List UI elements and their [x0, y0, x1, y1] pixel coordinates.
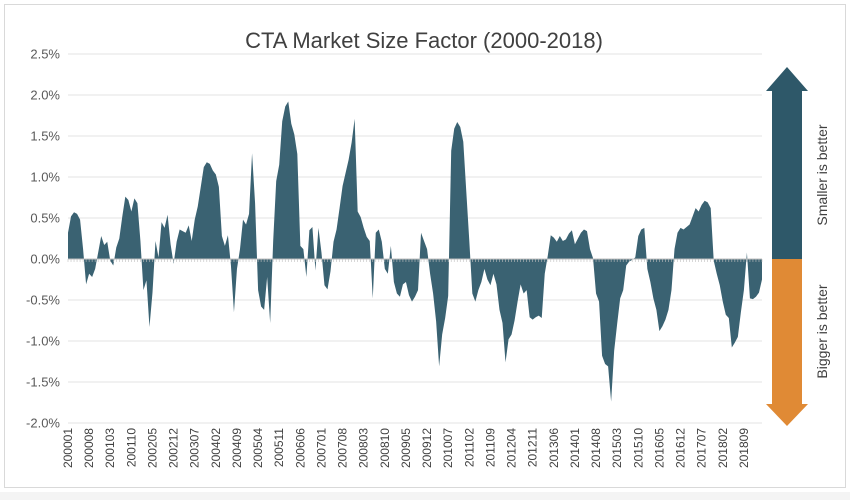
x-tick-label: 200708: [336, 428, 350, 468]
x-tick-label: 201510: [631, 428, 645, 468]
series-area: [68, 101, 762, 402]
x-tick-label: 200905: [399, 428, 413, 468]
gridlines: [68, 53, 762, 424]
x-tick-label: 200212: [167, 428, 181, 468]
x-tick-label: 200402: [209, 428, 223, 468]
footer-strip: [0, 492, 850, 500]
y-tick-label: -2.0%: [26, 416, 60, 431]
x-tick-label: 200810: [378, 428, 392, 468]
x-tick-label: 200001: [61, 428, 75, 468]
y-tick-label: 2.0%: [30, 88, 60, 103]
y-tick-label: -0.5%: [26, 293, 60, 308]
y-tick-label: -1.5%: [26, 375, 60, 390]
chart-area: CTA Market Size Factor (2000-2018) 2.5%2…: [26, 28, 830, 468]
x-tick-label: 200110: [124, 428, 138, 467]
x-tick-label: 201109: [483, 428, 497, 467]
down-arrow-icon: [766, 259, 808, 426]
y-tick-label: 2.5%: [30, 47, 60, 62]
x-tick-label: 200912: [420, 428, 434, 468]
x-axis-ticks: 200001 200008 200103 200110 200205 200212 2003…: [61, 428, 751, 468]
y-tick-label: 0.5%: [30, 211, 60, 226]
x-tick-label: 201306: [547, 428, 561, 468]
x-tick-label: 201612: [674, 428, 688, 468]
x-tick-label: 200803: [357, 428, 371, 468]
x-tick-label: 201102: [462, 428, 476, 467]
y-tick-label: -1.0%: [26, 334, 60, 349]
x-tick-label: 200103: [103, 428, 117, 468]
bigger-is-better-label: Bigger is better: [814, 284, 830, 378]
x-tick-label: 201204: [505, 428, 519, 468]
x-tick-label: 201802: [716, 428, 730, 468]
chart-title: CTA Market Size Factor (2000-2018): [245, 28, 603, 53]
y-axis-ticks: 2.5% 2.0% 1.5% 1.0% 0.5% 0.0% -0.5% -1.0% -1.5% -…: [26, 47, 60, 431]
annotation-arrows: Smaller is better Bigger is better: [766, 67, 830, 426]
x-tick-label: 201605: [652, 428, 666, 468]
x-tick-label: 201211: [526, 428, 540, 467]
x-tick-label: 201408: [589, 428, 603, 468]
x-tick-label: 201707: [695, 428, 709, 468]
x-tick-label: 200511: [272, 428, 286, 467]
up-arrow-icon: [766, 67, 808, 259]
smaller-is-better-label: Smaller is better: [814, 124, 830, 225]
x-tick-label: 200008: [82, 428, 96, 468]
x-tick-label: 201809: [737, 428, 751, 468]
x-tick-label: 200307: [188, 428, 202, 468]
data-series: [68, 101, 762, 402]
y-tick-label: 1.0%: [30, 170, 60, 185]
chart-frame: CTA Market Size Factor (2000-2018) 2.5% 2…: [4, 4, 846, 488]
x-tick-label: 200701: [314, 428, 328, 468]
x-tick-label: 200504: [251, 428, 265, 468]
x-tick-label: 201401: [568, 428, 582, 468]
x-tick-label: 200205: [145, 428, 159, 468]
x-tick-label: 200409: [230, 428, 244, 468]
zero-axis: [67, 258, 763, 262]
y-tick-label: 0.0%: [30, 252, 60, 267]
x-tick-label: 201007: [441, 428, 455, 468]
x-tick-label: 200606: [293, 428, 307, 468]
y-tick-label: 1.5%: [30, 129, 60, 144]
x-tick-label: 201503: [610, 428, 624, 468]
